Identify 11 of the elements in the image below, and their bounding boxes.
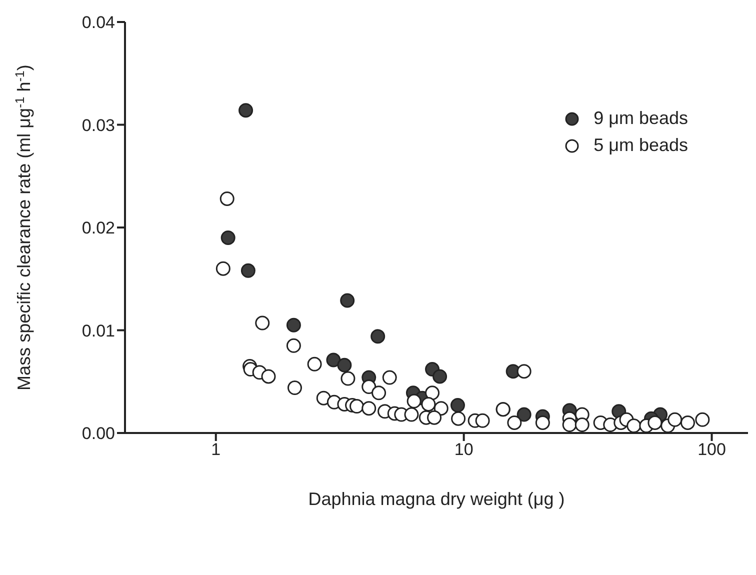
y-tick-label: 0.04	[82, 13, 115, 32]
y-tick-label: 0.03	[82, 116, 115, 135]
legend-label: 5 μm beads	[594, 135, 688, 156]
y-tick-label: 0.01	[82, 321, 115, 340]
y-tick-label: 0.00	[82, 424, 115, 444]
y-tick-label: 0.02	[82, 218, 115, 238]
legend-label: 9 μm beads	[594, 108, 688, 129]
x-axis-title: Daphnia magna dry weight (μg )	[308, 489, 565, 509]
x-tick-label: 10	[454, 440, 474, 460]
x-tick-label: 100	[698, 440, 726, 460]
x-tick-label: 1	[211, 440, 221, 460]
